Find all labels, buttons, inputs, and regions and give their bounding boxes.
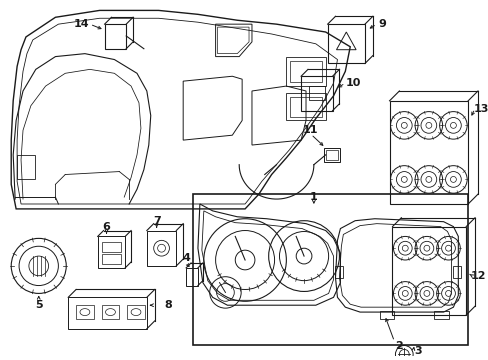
Bar — [102, 254, 121, 264]
Bar — [290, 60, 321, 82]
Bar — [286, 57, 325, 86]
Text: 14: 14 — [74, 19, 90, 29]
Text: 2: 2 — [395, 342, 403, 351]
Text: 3: 3 — [413, 346, 421, 356]
Bar — [193, 194, 467, 345]
Text: 10: 10 — [345, 78, 360, 88]
Text: 9: 9 — [378, 19, 386, 29]
Text: 12: 12 — [469, 271, 485, 281]
Text: 4: 4 — [182, 253, 190, 263]
Text: 8: 8 — [164, 300, 172, 310]
Bar — [102, 242, 121, 252]
Bar — [286, 93, 325, 121]
Bar — [308, 86, 324, 100]
Bar — [127, 305, 144, 319]
Bar — [17, 155, 35, 179]
Text: 7: 7 — [152, 216, 160, 226]
Bar — [379, 311, 394, 319]
Text: 11: 11 — [303, 125, 318, 135]
Bar — [335, 266, 343, 278]
Bar — [290, 97, 321, 117]
Text: 13: 13 — [472, 104, 488, 114]
Bar — [452, 266, 460, 278]
Bar — [433, 311, 447, 319]
Text: 6: 6 — [102, 222, 110, 231]
Bar — [76, 305, 94, 319]
Text: 1: 1 — [309, 192, 317, 202]
Text: 5: 5 — [35, 300, 42, 310]
Bar — [102, 305, 119, 319]
